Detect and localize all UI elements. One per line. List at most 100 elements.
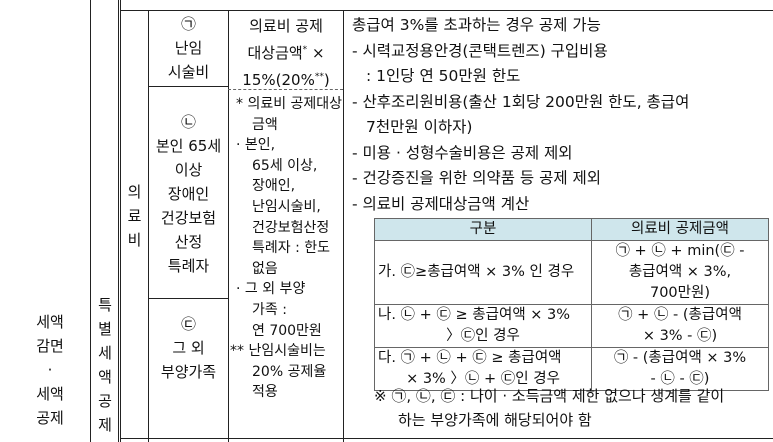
frame-line bbox=[120, 0, 121, 442]
note-line: · 본인, bbox=[236, 137, 276, 154]
body-line: - 건강증진을 위한 의약품 등 공제 제외 bbox=[352, 169, 602, 187]
amount-line: × 3% - ㉢) bbox=[642, 328, 718, 344]
case-cell: 가. ㉢≥총급여액 × 3% 인 경우 bbox=[374, 240, 592, 305]
target-marker: ㉢ bbox=[180, 315, 196, 333]
frame-line bbox=[228, 10, 229, 442]
body-text: 총급여 3%를 초과하는 경우 공제 가능 - 시력교정용안경(콘택트렌즈) 구… bbox=[352, 13, 772, 217]
case-line: 〉㉢인 경우 bbox=[446, 328, 520, 344]
target-line: 특례자 bbox=[167, 257, 210, 275]
target-self: ㉡ 본인 65세 이상 장애인 건강보험 산정 특례자 bbox=[149, 110, 228, 278]
amount-line: ㉠ - (총급여액 × 3% bbox=[613, 350, 747, 366]
case-cell: 나. ㉡ + ㉢ ≥ 총급여액 × 3% 〉㉢인 경우 bbox=[374, 304, 592, 348]
special-label-char: 별 bbox=[98, 320, 112, 338]
formula-line: 15%(20%**) bbox=[242, 71, 330, 89]
frame-line bbox=[90, 0, 91, 442]
section-label-line: 감면 bbox=[36, 337, 64, 355]
section-label: 세액 감면 · 세액 공제 bbox=[20, 310, 80, 430]
calc-table: 구분 의료비 공제금액 가. ㉢≥총급여액 × 3% 인 경우 ㉠ + ㉡ + … bbox=[374, 218, 769, 391]
body-line: - 시력교정용안경(콘택트렌즈) 구입비용 bbox=[352, 41, 608, 60]
body-line: - 산후조리원비용(출산 1회당 200만원 한도, 총급여 bbox=[352, 92, 690, 111]
target-line: 부양가족 bbox=[160, 363, 217, 381]
note-line: 20% 공제율 bbox=[252, 363, 327, 380]
frame-line bbox=[148, 86, 228, 87]
target-line: 이상 bbox=[174, 161, 203, 179]
footnote-line: 하는 부양가족에 해당되어야 함 bbox=[398, 411, 592, 429]
note-line: 65세 이상, bbox=[252, 157, 318, 174]
note-line: 가족 : bbox=[252, 301, 287, 318]
medical-label-char: 료 bbox=[127, 207, 142, 225]
header-amount: 의료비 공제금액 bbox=[591, 218, 769, 241]
frame-line bbox=[120, 10, 773, 11]
amount-line: 700만원) bbox=[649, 285, 710, 301]
target-line: 본인 65세 bbox=[155, 137, 222, 155]
target-line: 난임 bbox=[174, 39, 203, 57]
medical-label-char: 비 bbox=[127, 231, 142, 249]
dashed-separator bbox=[228, 89, 343, 90]
special-deduction-label: 특 별 세 액 공 제 bbox=[92, 293, 118, 437]
target-line: 장애인 bbox=[167, 185, 210, 203]
note-line: 장애인, bbox=[252, 178, 296, 195]
body-line: 7천만원 이하자) bbox=[366, 118, 473, 136]
amount-cell: ㉠ + ㉡ + min(㉢ - 총급여액 × 3%, 700만원) bbox=[591, 240, 769, 305]
body-line: 총급여 3%를 초과하는 경우 공제 가능 bbox=[352, 16, 601, 34]
special-label-char: 특 bbox=[98, 296, 112, 314]
note-line: ** 난임시술비는 bbox=[230, 343, 326, 360]
body-line: - 미용 · 성형수술비용은 공제 제외 bbox=[352, 143, 573, 162]
amount-line: - ㉡ - ㉢) bbox=[650, 371, 710, 387]
amount-cell: ㉠ + ㉡ - (총급여액 × 3% - ㉢) bbox=[591, 304, 769, 348]
special-label-char: 공 bbox=[98, 392, 112, 410]
target-line: 산정 bbox=[174, 233, 203, 251]
case-line: 나. ㉡ + ㉢ ≥ 총급여액 × 3% bbox=[378, 307, 571, 323]
note-line: 건강보험산정 bbox=[252, 219, 330, 236]
target-line: 건강보험 bbox=[160, 209, 217, 227]
note-line: 특례자 : 한도 bbox=[252, 240, 331, 257]
body-line: - 의료비 공제대상금액 계산 bbox=[352, 194, 530, 213]
target-infertility: ㉠ 난임 시술비 bbox=[149, 12, 228, 84]
section-label-line: 세액 bbox=[36, 385, 64, 403]
formula-top: 의료비 공제 대상금액* × 15%(20%**) bbox=[229, 14, 343, 92]
frame-line bbox=[118, 0, 119, 442]
footnote: ※ ㉠, ㉡, ㉢ : 나이 · 소득금액 제한 없으나 생계를 같이 하는 부… bbox=[374, 384, 770, 432]
section-label-line: · bbox=[47, 361, 53, 379]
special-label-char: 제 bbox=[98, 416, 112, 434]
frame-line bbox=[343, 10, 344, 442]
formula-notes: * 의료비 공제대상 금액 · 본인, 65세 이상, 장애인, 난임시술비, … bbox=[230, 94, 344, 403]
case-cell: 다. ㉠ + ㉡ + ㉢ ≥ 총급여액 × 3% 〉㉡ + ㉢인 경우 bbox=[374, 347, 592, 391]
target-marker: ㉡ bbox=[180, 113, 196, 131]
note-line: 적용 bbox=[252, 384, 278, 401]
medical-label-char: 의 bbox=[127, 183, 142, 201]
amount-line: 총급여액 × 3%, bbox=[628, 264, 732, 280]
target-line: 그 외 bbox=[172, 339, 205, 357]
note-line: * 의료비 공제대상 bbox=[236, 96, 343, 112]
frame-line bbox=[148, 298, 228, 299]
body-line: : 1인당 연 50만원 한도 bbox=[366, 67, 521, 85]
medical-label: 의 료 비 bbox=[121, 180, 148, 252]
note-line: 연 700만원 bbox=[252, 322, 322, 339]
amount-line: ㉠ + ㉡ - (총급여액 bbox=[618, 307, 742, 323]
case-line: × 3% 〉㉡ + ㉢인 경우 bbox=[406, 371, 560, 387]
special-label-char: 액 bbox=[98, 368, 112, 386]
calc-table-header: 구분 의료비 공제금액 bbox=[374, 218, 769, 241]
note-line: 금액 bbox=[252, 116, 278, 133]
amount-line: ㉠ + ㉡ + min(㉢ - bbox=[615, 243, 745, 259]
note-line: 난임시술비, bbox=[252, 198, 321, 215]
target-dependents: ㉢ 그 외 부양가족 bbox=[149, 312, 228, 384]
note-line: · 그 외 부양 bbox=[236, 281, 306, 298]
table-row: 나. ㉡ + ㉢ ≥ 총급여액 × 3% 〉㉢인 경우 ㉠ + ㉡ - (총급여… bbox=[374, 304, 769, 348]
formula-line: 의료비 공제 bbox=[249, 17, 323, 35]
frame-line bbox=[120, 438, 773, 439]
formula-line: 대상금액* × bbox=[247, 44, 325, 62]
target-marker: ㉠ bbox=[180, 15, 196, 33]
special-label-char: 세 bbox=[98, 344, 112, 362]
amount-cell: ㉠ - (총급여액 × 3% - ㉡ - ㉢) bbox=[591, 347, 769, 391]
case-line: 다. ㉠ + ㉡ + ㉢ ≥ 총급여액 bbox=[378, 350, 562, 366]
table-row: 다. ㉠ + ㉡ + ㉢ ≥ 총급여액 × 3% 〉㉡ + ㉢인 경우 ㉠ - … bbox=[374, 347, 769, 391]
section-label-line: 공제 bbox=[36, 409, 64, 427]
header-category: 구분 bbox=[374, 218, 592, 241]
table-row: 가. ㉢≥총급여액 × 3% 인 경우 ㉠ + ㉡ + min(㉢ - 총급여액… bbox=[374, 240, 769, 305]
footnote-line: ※ ㉠, ㉡, ㉢ : 나이 · 소득금액 제한 없으나 생계를 같이 bbox=[374, 387, 725, 405]
section-label-line: 세액 bbox=[36, 313, 64, 331]
target-line: 시술비 bbox=[167, 63, 210, 81]
case-line: 가. ㉢≥총급여액 × 3% 인 경우 bbox=[378, 264, 575, 280]
frame-line bbox=[148, 10, 149, 442]
